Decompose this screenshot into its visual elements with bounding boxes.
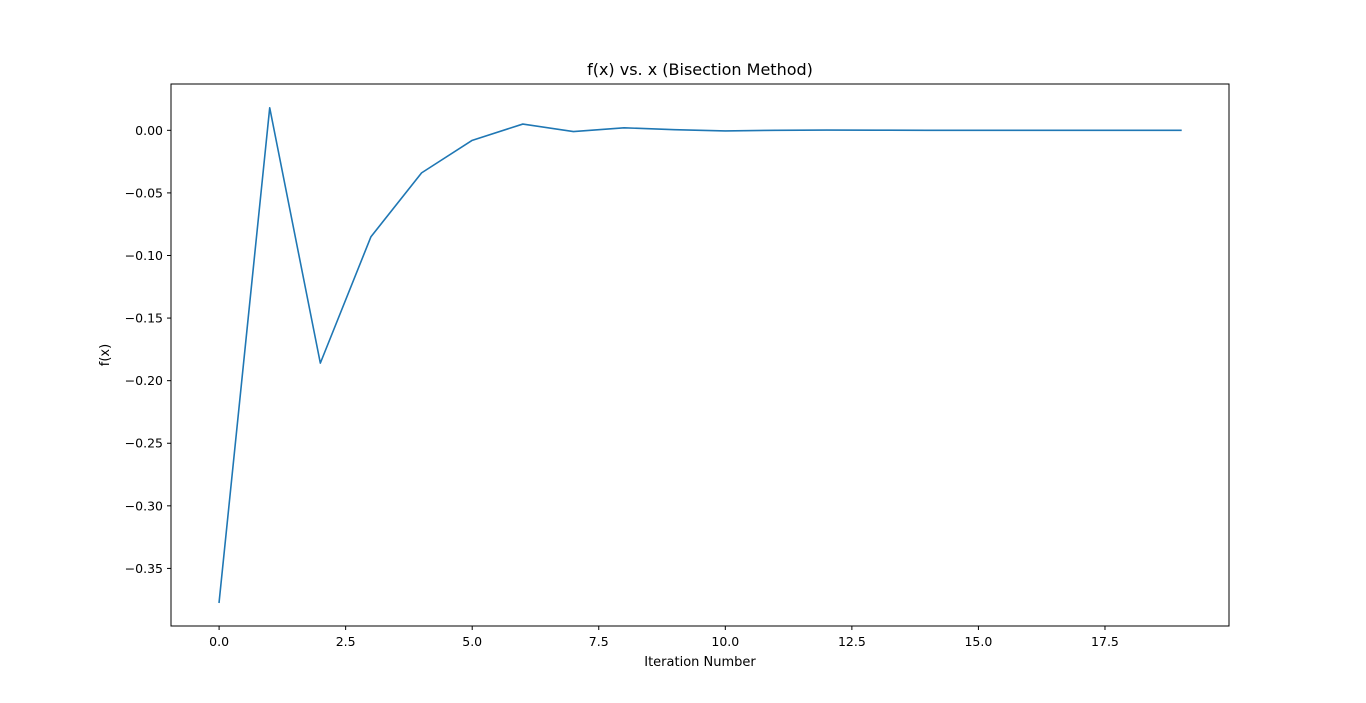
series-line-0 [218,106,1182,604]
plot-area: 0.0 2.5 5.0 7.5 10.0 12.5 15.0 17.5 0.00 −0.05 −0.… [125,83,1230,649]
axes-frame [170,83,1230,627]
y-tick-label: −0.10 [125,248,163,263]
x-tick-label: 10.0 [711,634,739,649]
chart-title: f(x) vs. x (Bisection Method) [587,60,813,79]
y-axis-label: f(x) [98,344,113,366]
x-tick-label: 12.5 [838,634,866,649]
y-tick-label: −0.25 [125,436,163,451]
x-tick-label: 15.0 [964,634,992,649]
x-tick-label: 17.5 [1091,634,1119,649]
y-tick-label: −0.20 [125,373,163,388]
y-tick-label: −0.30 [125,498,163,513]
x-tick-label: 2.5 [336,634,356,649]
y-tick-label: −0.35 [125,561,163,576]
y-tick-label: −0.05 [125,185,163,200]
y-tick-label: 0.00 [135,123,163,138]
x-axis-label: Iteration Number [644,655,756,670]
x-tick-label: 7.5 [589,634,609,649]
x-tick-label: 5.0 [462,634,482,649]
y-tick-label: −0.15 [125,311,163,326]
x-tick-label: 0.0 [209,634,229,649]
